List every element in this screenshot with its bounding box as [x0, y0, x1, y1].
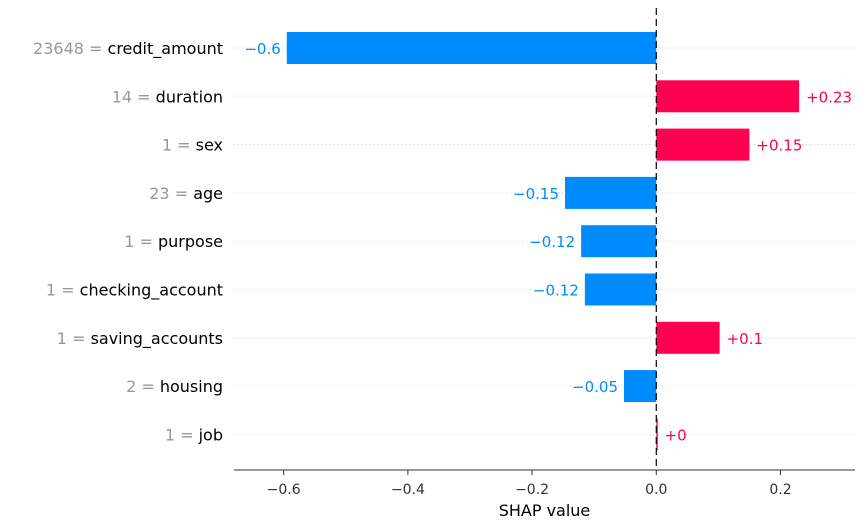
x-tick-label: 0.2: [769, 482, 791, 498]
bar-housing: [623, 370, 657, 403]
feature-value: 1 =: [46, 281, 80, 300]
feature-labels: 23648 = credit_amount 14 = duration 1 = se…: [33, 39, 223, 444]
feature-value: 2 =: [126, 377, 160, 396]
value-label-purpose: −0.12: [529, 233, 575, 251]
feature-name: saving_accounts: [91, 329, 223, 349]
feature-value: 1 =: [162, 136, 196, 155]
x-tick-label: −0.2: [515, 482, 549, 498]
value-label-age: −0.15: [513, 185, 559, 203]
bar-duration: [656, 80, 800, 113]
feature-value: 23 =: [149, 184, 193, 203]
value-label-sex: +0.15: [756, 137, 802, 155]
feature-value: 14 =: [112, 87, 156, 106]
feature-label-credit_amount: 23648 = credit_amount: [33, 39, 223, 59]
feature-name: checking_account: [80, 281, 223, 301]
x-tick-label: −0.6: [267, 482, 301, 498]
bar-credit_amount: [286, 32, 657, 64]
x-tick-label: 0.0: [645, 482, 667, 498]
value-label-duration: +0.23: [806, 88, 852, 106]
feature-label-sex: 1 = sex: [162, 136, 223, 155]
feature-name: duration: [156, 87, 223, 106]
bar-job: [656, 418, 658, 451]
bar-purpose: [581, 225, 657, 258]
feature-label-purpose: 1 = purpose: [124, 232, 223, 251]
bar-value-labels: −0.6 +0.23 +0.15 −0.15 −0.12 −0.12 +0.1 −0.05 +0: [244, 40, 852, 444]
bar-sex: [656, 128, 750, 161]
bar-saving_accounts: [656, 321, 720, 354]
bars: [286, 32, 800, 451]
bar-age: [564, 176, 657, 209]
feature-value: 1 =: [124, 232, 158, 251]
value-label-checking_account: −0.12: [533, 282, 579, 300]
feature-name: age: [193, 184, 223, 203]
feature-label-saving_accounts: 1 = saving_accounts: [57, 329, 223, 349]
feature-name: housing: [160, 377, 223, 396]
feature-name: credit_amount: [108, 39, 223, 59]
feature-value: 1 =: [165, 425, 199, 444]
feature-label-duration: 14 = duration: [112, 87, 223, 106]
feature-name: sex: [196, 136, 223, 155]
feature-value: 23648 =: [33, 39, 107, 58]
value-label-credit_amount: −0.6: [244, 40, 280, 58]
value-label-saving_accounts: +0.1: [727, 330, 763, 348]
feature-name: job: [198, 425, 223, 444]
feature-name: purpose: [158, 232, 223, 251]
feature-label-checking_account: 1 = checking_account: [46, 281, 223, 301]
feature-label-age: 23 = age: [149, 184, 223, 203]
value-label-housing: −0.05: [572, 378, 618, 396]
x-tick-label: −0.4: [391, 482, 425, 498]
value-label-job: +0: [665, 426, 687, 444]
feature-label-housing: 2 = housing: [126, 377, 223, 396]
x-axis-title: SHAP value: [499, 501, 591, 520]
bar-checking_account: [584, 273, 657, 306]
feature-value: 1 =: [57, 329, 91, 348]
feature-label-job: 1 = job: [165, 425, 223, 444]
x-axis: −0.6 −0.4 −0.2 0.0 0.2: [234, 469, 855, 498]
